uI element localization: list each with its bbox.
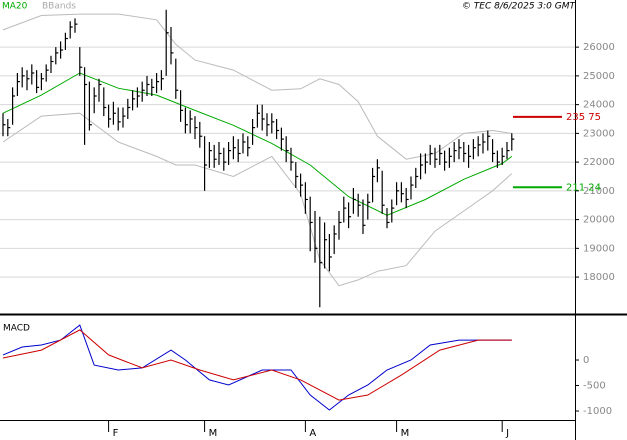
x-tick-label: F	[113, 428, 119, 439]
y-tick-label: 24000	[583, 100, 615, 111]
y-tick-label: -1000	[583, 406, 612, 417]
level-label: 235 75	[566, 112, 601, 123]
y-tick-label: 19000	[583, 243, 615, 254]
y-tick-label: -500	[583, 381, 606, 392]
line	[2, 324, 512, 411]
y-tick-label: 18000	[583, 272, 615, 283]
y-tick-label: 20000	[583, 215, 615, 226]
panel-title: MACD	[3, 324, 30, 334]
y-tick-label: 22000	[583, 157, 615, 168]
x-tick-label: M	[209, 428, 218, 439]
legend-entry: BBands	[42, 2, 76, 12]
level-label: 211 24	[566, 182, 601, 193]
line	[2, 329, 512, 401]
x-tick-label: A	[309, 428, 316, 439]
x-tick-label: J	[505, 428, 509, 439]
y-tick-label: 0	[583, 355, 589, 366]
y-tick-label: 26000	[583, 42, 615, 53]
y-tick-label: 23000	[583, 128, 615, 139]
legend-entry: MA20	[2, 2, 28, 12]
source: © TEC 8/6/2025 3:0 GMT	[462, 2, 577, 12]
y-tick-label: 21000	[583, 186, 615, 197]
y-tick-label: 25000	[583, 71, 615, 82]
line	[2, 72, 513, 216]
x-tick-label: M	[401, 428, 410, 439]
